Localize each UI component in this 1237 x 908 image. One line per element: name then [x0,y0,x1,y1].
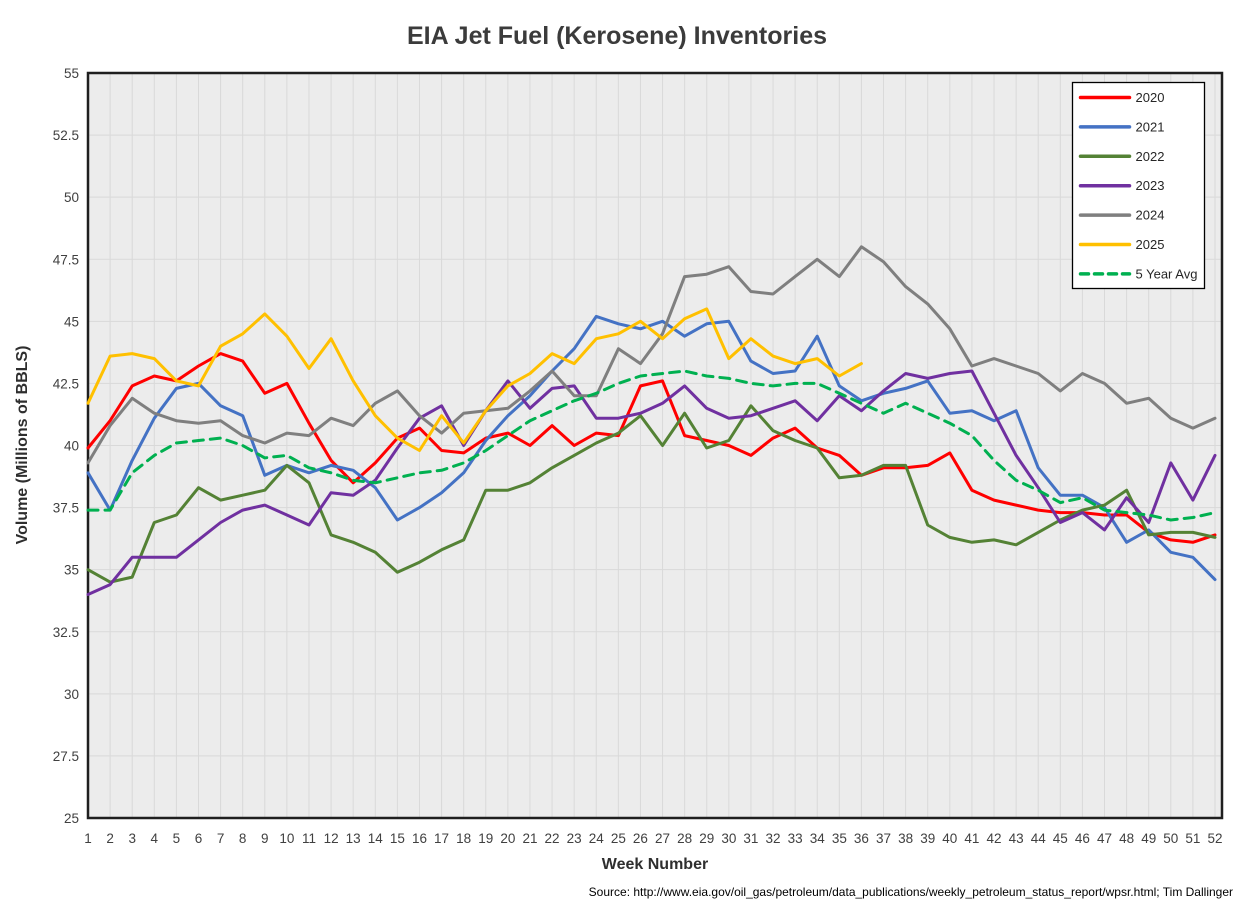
legend-label-2021: 2021 [1136,119,1165,134]
x-tick-label: 34 [810,831,826,846]
x-tick-label: 25 [611,831,626,846]
y-tick-label: 50 [64,190,79,205]
x-tick-label: 7 [217,831,225,846]
legend-label-2020: 2020 [1136,90,1165,105]
x-tick-label: 45 [1053,831,1068,846]
y-axis-tick-labels: 25 27.5 30 32.5 35 37.5 40 42.5 45 47.5 50 52.5 55 [53,66,79,826]
gridlines [88,73,1222,818]
x-tick-label: 17 [434,831,449,846]
x-tick-label: 20 [500,831,515,846]
series-line-2020 [86,352,1217,544]
x-tick-label: 4 [151,831,159,846]
x-tick-label: 42 [987,831,1002,846]
x-tick-label: 12 [324,831,339,846]
series-lines [86,245,1217,596]
y-tick-label: 45 [64,314,79,329]
x-tick-label: 40 [942,831,957,846]
chart-title: EIA Jet Fuel (Kerosene) Inventories [407,22,827,50]
x-tick-label: 14 [368,831,384,846]
series-line-5-year-avg [86,369,1217,522]
source-text: Source: http://www.eia.gov/oil_gas/petro… [589,885,1233,899]
legend-label-5-year-avg: 5 Year Avg [1136,266,1198,281]
x-tick-label: 32 [766,831,781,846]
x-tick-label: 10 [279,831,294,846]
x-tick-label: 37 [876,831,891,846]
x-tick-label: 15 [390,831,405,846]
x-tick-label: 46 [1075,831,1090,846]
x-tick-label: 29 [699,831,714,846]
x-tick-label: 16 [412,831,427,846]
x-tick-label: 52 [1207,831,1222,846]
x-tick-label: 48 [1119,831,1134,846]
series-line-2021 [86,314,1217,582]
x-tick-label: 27 [655,831,670,846]
x-tick-label: 8 [239,831,247,846]
x-tick-label: 38 [898,831,913,846]
legend-label-2024: 2024 [1136,208,1165,223]
y-tick-label: 32.5 [53,625,79,640]
series-line-2022 [86,404,1217,584]
legend-label-2025: 2025 [1136,237,1165,252]
x-tick-label: 11 [302,831,316,846]
x-tick-label: 35 [832,831,847,846]
y-tick-label: 37.5 [53,501,79,516]
x-tick-label: 31 [743,831,758,846]
x-tick-label: 19 [478,831,493,846]
x-tick-label: 44 [1031,831,1047,846]
x-tick-label: 43 [1009,831,1024,846]
x-tick-label: 5 [173,831,181,846]
x-tick-label: 24 [589,831,605,846]
y-tick-label: 27.5 [53,749,79,764]
x-tick-label: 13 [346,831,361,846]
y-tick-label: 35 [64,563,79,578]
x-tick-label: 51 [1185,831,1200,846]
y-tick-label: 55 [64,66,79,81]
x-tick-label: 47 [1097,831,1112,846]
y-tick-label: 30 [64,687,79,702]
x-tick-label: 9 [261,831,269,846]
x-tick-label: 22 [545,831,560,846]
plot-border [86,71,1224,820]
x-tick-label: 28 [677,831,692,846]
x-tick-label: 49 [1141,831,1156,846]
x-tick-label: 50 [1163,831,1178,846]
x-tick-label: 39 [920,831,935,846]
legend-label-2022: 2022 [1136,149,1165,164]
y-tick-label: 42.5 [53,376,79,391]
series-line-2024 [86,245,1217,465]
x-tick-label: 30 [721,831,736,846]
x-tick-label: 33 [788,831,803,846]
x-axis-title: Week Number [602,856,708,873]
series-line-2025 [86,307,863,452]
y-tick-label: 47.5 [53,252,79,267]
legend-label-2023: 2023 [1136,178,1165,193]
y-axis-title: Volume (Millions of BBLS) [14,346,31,545]
x-tick-label: 18 [456,831,471,846]
legend: 2020 2021 2022 2023 2024 2025 5 Year Avg [1071,81,1206,290]
x-tick-label: 21 [522,831,537,846]
x-axis-tick-labels: 1 2 3 4 5 6 7 8 9 10 11 12 13 14 15 16 17 18 19 20 21 22 23 24 2… [84,831,1222,846]
x-tick-label: 41 [964,831,979,846]
x-tick-label: 36 [854,831,869,846]
x-tick-label: 1 [84,831,92,846]
x-tick-label: 2 [106,831,114,846]
y-tick-label: 25 [64,811,79,826]
x-tick-label: 23 [567,831,582,846]
y-tick-label: 52.5 [53,128,79,143]
y-tick-label: 40 [64,439,79,454]
series-line-2023 [86,369,1217,596]
x-tick-label: 3 [128,831,136,846]
x-tick-label: 26 [633,831,648,846]
x-tick-label: 6 [195,831,203,846]
